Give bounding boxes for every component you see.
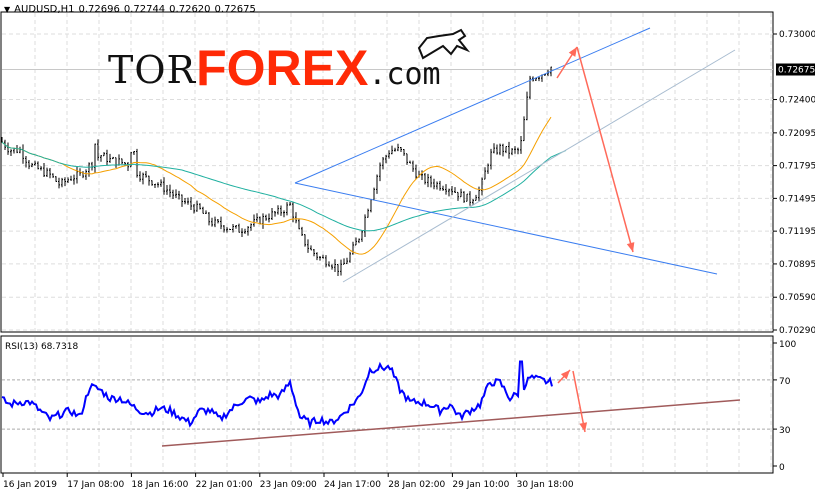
price-tick-label: 0.70590 bbox=[779, 293, 815, 303]
time-tick-label: 28 Jan 02:00 bbox=[388, 480, 445, 490]
rsi-arrow-up-head bbox=[560, 370, 570, 380]
time-tick-label: 18 Jan 16:00 bbox=[131, 480, 188, 490]
time-tick-label: 22 Jan 01:00 bbox=[196, 480, 253, 490]
moving-average-slow bbox=[1, 141, 567, 232]
dropdown-triangle-icon[interactable]: ▼ bbox=[4, 5, 11, 14]
low-value: 0.72620 bbox=[169, 4, 211, 15]
high-value: 0.72744 bbox=[123, 4, 166, 15]
current-price-label: 0.72675 bbox=[778, 65, 815, 75]
price-panel-frame bbox=[0, 11, 774, 333]
logo-com: .com bbox=[368, 57, 441, 92]
current-price-box bbox=[776, 63, 815, 76]
price-tick-label: 0.72095 bbox=[779, 129, 815, 139]
forecast-arrow-down-head bbox=[626, 242, 635, 252]
symbol-label: AUDUSD,H1 bbox=[14, 4, 75, 15]
time-tick-label: 16 Jan 2019 bbox=[3, 480, 57, 490]
price-tick-label: 0.71195 bbox=[779, 227, 815, 237]
trendline-channel bbox=[342, 49, 736, 283]
price-tick-label: 0.71795 bbox=[779, 162, 815, 172]
rsi-tick-label: 100 bbox=[779, 340, 796, 350]
rsi-trendline bbox=[161, 399, 741, 447]
forecast-arrow-down bbox=[576, 46, 634, 253]
rsi-tick-label: 30 bbox=[779, 426, 791, 436]
forecast-arrow-up-head bbox=[568, 47, 577, 57]
price-tick-label: 0.70290 bbox=[779, 326, 815, 336]
rsi-label: RSI(13) 68.7318 bbox=[5, 342, 78, 352]
time-tick-label: 29 Jan 10:00 bbox=[452, 480, 509, 490]
rsi-arrow-down-head bbox=[579, 422, 588, 432]
price-tick-label: 0.71495 bbox=[779, 194, 815, 204]
logo-tor: TOR bbox=[108, 48, 197, 92]
rsi-line bbox=[1, 360, 553, 431]
time-tick-label: 23 Jan 09:00 bbox=[260, 480, 317, 490]
trendline-lower bbox=[294, 182, 718, 275]
price-tick-label: 0.70895 bbox=[779, 260, 815, 270]
rsi-tick-label: 70 bbox=[779, 377, 791, 387]
moving-average-fast bbox=[1, 116, 552, 255]
time-tick-label: 17 Jan 08:00 bbox=[67, 480, 124, 490]
logo-forex: FOREX bbox=[196, 40, 369, 96]
bull-icon bbox=[417, 28, 471, 60]
trendline-upper bbox=[294, 27, 651, 184]
time-tick-label: 30 Jan 18:00 bbox=[517, 480, 574, 490]
rsi-panel-frame bbox=[0, 335, 774, 474]
time-tick-label: 24 Jan 17:00 bbox=[324, 480, 381, 490]
rsi-arrow-down bbox=[572, 370, 586, 433]
rsi-tick-label: 0 bbox=[779, 463, 785, 473]
chart-header: ▼ AUDUSD,H1 0.72696 0.72744 0.72620 0.72… bbox=[4, 4, 256, 15]
close-value: 0.72675 bbox=[214, 4, 256, 15]
price-tick-label: 0.72400 bbox=[779, 96, 815, 106]
price-tick-label: 0.73000 bbox=[779, 30, 815, 40]
torforex-logo: TOR FOREX .com bbox=[108, 28, 471, 96]
open-value: 0.72696 bbox=[78, 4, 120, 15]
